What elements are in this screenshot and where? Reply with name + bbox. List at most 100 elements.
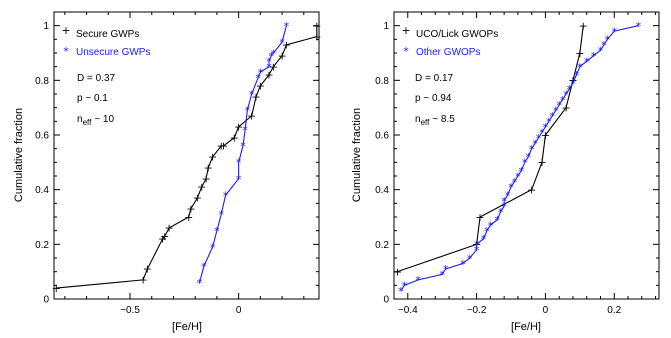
right-y-tick-label: 0.6	[375, 131, 389, 142]
right-series-2-point: *	[460, 258, 466, 271]
right-series-2-point: *	[501, 195, 507, 208]
right-series-2-point: *	[570, 77, 576, 90]
left-annotation-d: D = 0.37	[77, 73, 116, 84]
left-annotation-n-sub: eff	[83, 118, 93, 127]
left-series-2-point: *	[255, 72, 261, 85]
left-series-1-point: +	[256, 80, 265, 93]
left-series-1-point: +	[193, 192, 202, 205]
right-series-2-point: *	[501, 200, 507, 213]
left-series-2-point: *	[236, 173, 242, 186]
right-series-1-point: +	[568, 74, 577, 87]
right-series-2-point: *	[467, 252, 473, 265]
right-annotation-d: D = 0.17	[415, 73, 454, 84]
left-y-axis-label: Cumulative fraction	[13, 108, 25, 202]
left-series-2-point: *	[268, 50, 274, 63]
right-annotation-n-sub: eff	[421, 118, 431, 127]
right-series-2-point: *	[556, 99, 562, 112]
right-series-2-point: *	[498, 206, 504, 219]
right-series-2-point: *	[481, 233, 487, 246]
left-y-tick-label: 0.2	[35, 240, 49, 251]
right-x-axis-label: [Fe/H]	[511, 321, 541, 333]
left-series-1-point: +	[160, 230, 169, 243]
right-series-2-point: *	[543, 121, 549, 134]
left-series-1-point: +	[219, 140, 228, 153]
right-series-2-point: *	[591, 50, 597, 63]
right-series-1-point: +	[541, 129, 550, 142]
left-series-2-point: *	[242, 124, 248, 137]
left-series-2-point: *	[266, 61, 272, 74]
right-series-2-point: *	[439, 269, 445, 282]
right-series-2-point: *	[636, 20, 642, 33]
left-legend-label-2: Unsecure GWPs	[76, 47, 150, 58]
right-series-2-point: *	[567, 83, 573, 96]
right-series-2-point: *	[494, 214, 500, 227]
right-x-tick-label: −0.4	[398, 305, 418, 316]
right-annotation-neff: neff ~ 8.5	[415, 114, 455, 127]
left-series-line-2	[199, 25, 287, 283]
left-series-1-point: +	[312, 19, 321, 32]
right-x-tick-label: 0.2	[607, 305, 621, 316]
right-legend-marker-1: +	[401, 24, 410, 37]
left-series-1-point: +	[264, 69, 273, 82]
right-series-2-point: *	[415, 274, 421, 287]
right-series-1-point: +	[561, 101, 570, 114]
left-series-group: ++++++++++++++++++++++++++**************…	[52, 19, 322, 294]
left-chart-panel: 00.20.40.60.81−0.5 0 ++++++++++++++++++++…	[13, 11, 322, 333]
right-series-2-point: *	[474, 244, 480, 257]
right-series-2-point: *	[529, 143, 535, 156]
right-series-2-point: *	[605, 34, 611, 47]
right-y-tick-label: 1	[383, 21, 389, 32]
right-y-tick-label: 0.4	[375, 185, 389, 196]
left-series-1-point: +	[247, 110, 256, 123]
right-series-2-point: *	[546, 116, 552, 129]
right-annotation-n-value: ~ 8.5	[432, 114, 455, 125]
right-series-2-point: *	[584, 56, 590, 69]
right-series-2-point: *	[474, 239, 480, 252]
left-x-tick-label: −0.5	[120, 305, 140, 316]
left-series-1-point: +	[138, 274, 147, 287]
right-series-2-point: *	[484, 225, 490, 238]
right-series-2-point: *	[402, 280, 408, 293]
right-series-1-point: +	[575, 47, 584, 60]
left-plot-frame	[53, 11, 320, 300]
left-y-tick-label: 0.4	[35, 185, 49, 196]
left-x-tick-label: 0	[236, 305, 242, 316]
right-annotation-p: p ~ 0.94	[415, 93, 452, 104]
right-x-tick-label: −0.2	[467, 305, 487, 316]
right-plot-frame	[393, 11, 660, 300]
right-legend-label-2: Other GWOPs	[416, 47, 480, 58]
right-series-2-point: *	[443, 263, 449, 276]
left-series-1-point: +	[282, 39, 291, 52]
right-series-1-point: +	[579, 19, 588, 32]
right-series-2-point: *	[560, 94, 566, 107]
left-axis-ticks: 0 0.2 0.4 0.6 0.8 1 −0.5 0	[35, 12, 319, 316]
right-series-2-point: *	[522, 157, 528, 170]
left-series-2-point: *	[236, 157, 242, 170]
left-annotation-neff: neff ~ 10	[77, 114, 114, 127]
right-series-2-point: *	[598, 45, 604, 58]
left-series-1-point: +	[269, 60, 278, 73]
right-series-1-point: +	[393, 265, 402, 278]
right-series-2-point: *	[574, 69, 580, 82]
left-series-line-1	[56, 25, 318, 289]
right-series-1-point: +	[568, 74, 577, 87]
right-y-tick-label: 0.2	[375, 240, 389, 251]
left-series-2-point: *	[279, 36, 285, 49]
left-series-1-point: +	[52, 282, 61, 295]
left-series-2-point: *	[197, 277, 203, 290]
left-series-1-point: +	[158, 233, 167, 246]
left-series-1-point: +	[186, 203, 195, 216]
right-series-2-point: *	[612, 25, 618, 38]
right-y-tick-label: 0	[383, 295, 389, 306]
right-series-2-point: *	[515, 170, 521, 183]
left-series-1-point: +	[208, 151, 217, 164]
left-series-1-point: +	[197, 181, 206, 194]
left-legend-marker-1: +	[61, 24, 70, 37]
left-annotation-n-value: ~ 10	[94, 114, 114, 125]
right-series-2-point: *	[505, 189, 511, 202]
left-series-1-point: +	[201, 173, 210, 186]
left-series-1-point: +	[312, 30, 321, 43]
right-series-2-point: *	[508, 181, 514, 194]
left-y-tick-label: 0.8	[35, 76, 49, 87]
left-series-1-point: +	[251, 91, 260, 104]
